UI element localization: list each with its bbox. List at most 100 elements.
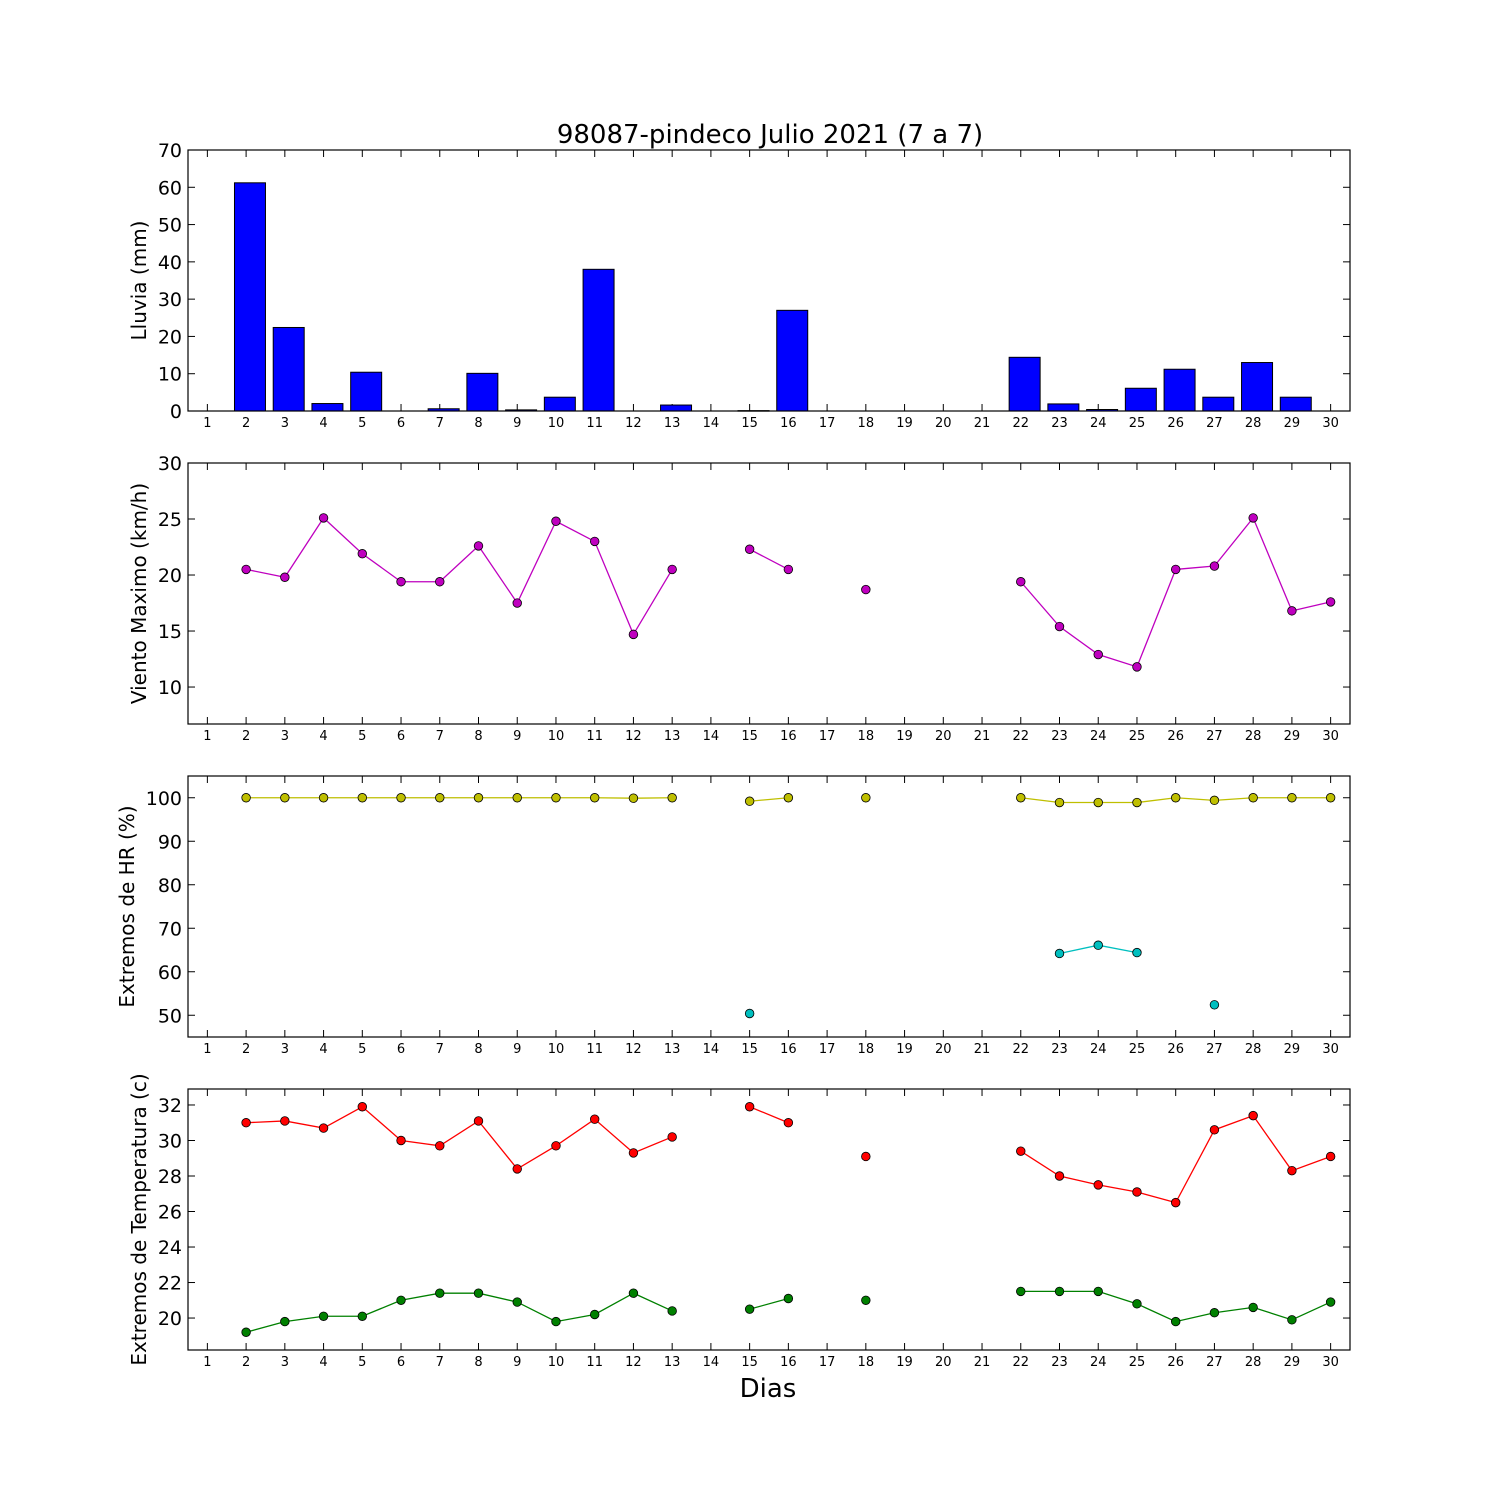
x-tick-label: 26 (1167, 416, 1184, 431)
x-tick-label: 6 (397, 729, 405, 744)
data-point (319, 1124, 328, 1133)
data-point (242, 1328, 251, 1337)
x-tick-label: 15 (741, 729, 758, 744)
x-tick-label: 30 (1322, 416, 1339, 431)
x-tick-label: 20 (935, 1355, 952, 1370)
data-point (629, 1289, 638, 1298)
data-point (668, 1307, 677, 1316)
x-tick-label: 24 (1090, 729, 1107, 744)
data-point (1249, 1303, 1258, 1312)
x-tick-label: 10 (548, 1355, 565, 1370)
data-point (474, 542, 483, 551)
bar (234, 183, 265, 411)
x-tick-label: 8 (474, 1042, 482, 1057)
data-point (1094, 1181, 1103, 1190)
data-point (1171, 1198, 1180, 1207)
x-tick-label: 4 (319, 1042, 327, 1057)
data-point (745, 1009, 754, 1018)
data-point (1055, 798, 1064, 807)
data-point (629, 794, 638, 803)
x-tick-label: 12 (625, 729, 642, 744)
x-tick-label: 20 (935, 416, 952, 431)
x-tick-label: 24 (1090, 416, 1107, 431)
x-tick-label: 29 (1284, 1042, 1301, 1057)
x-tick-label: 15 (741, 416, 758, 431)
series-line (246, 518, 672, 634)
data-point (552, 1317, 561, 1326)
x-tick-label: 13 (664, 1355, 681, 1370)
x-tick-label: 17 (819, 416, 836, 431)
y-tick-label: 90 (158, 831, 182, 853)
x-tick-label: 9 (513, 729, 521, 744)
data-point (629, 1149, 638, 1158)
data-point (513, 1298, 522, 1307)
x-tick-label: 11 (586, 729, 603, 744)
y-tick-label: 30 (158, 453, 182, 475)
x-tick-label: 18 (858, 729, 875, 744)
x-tick-label: 23 (1051, 416, 1068, 431)
data-point (668, 793, 677, 802)
x-tick-label: 8 (474, 1355, 482, 1370)
data-point (1171, 565, 1180, 574)
x-tick-label: 25 (1129, 416, 1146, 431)
bar (661, 405, 692, 411)
y-tick-label: 30 (158, 289, 182, 311)
data-point (242, 1118, 251, 1127)
data-point (1249, 793, 1258, 802)
x-tick-label: 7 (436, 1355, 444, 1370)
x-tick-label: 13 (664, 416, 681, 431)
data-point (1055, 1172, 1064, 1181)
plot-frame (188, 776, 1350, 1037)
data-point (590, 1310, 599, 1319)
bar (777, 310, 808, 411)
x-tick-label: 21 (974, 1355, 991, 1370)
bar (1009, 357, 1040, 411)
x-tick-label: 25 (1129, 1042, 1146, 1057)
data-point (1326, 793, 1335, 802)
data-point (1133, 798, 1142, 807)
data-point (1210, 1126, 1219, 1135)
x-tick-label: 27 (1206, 1042, 1223, 1057)
data-point (358, 793, 367, 802)
x-tick-label: 14 (703, 416, 720, 431)
x-tick-label: 10 (548, 729, 565, 744)
data-point (1016, 1287, 1025, 1296)
plot-frame (188, 463, 1350, 724)
data-point (745, 797, 754, 806)
x-tick-label: 27 (1206, 416, 1223, 431)
data-point (397, 793, 406, 802)
x-tick-label: 26 (1167, 1355, 1184, 1370)
data-point (1094, 650, 1103, 659)
x-tick-label: 22 (1012, 1355, 1029, 1370)
data-point (281, 573, 290, 582)
data-point (668, 565, 677, 574)
data-point (1326, 1152, 1335, 1161)
series-line (750, 1107, 789, 1123)
data-point (862, 585, 871, 594)
x-tick-label: 10 (548, 416, 565, 431)
x-tick-label: 22 (1012, 729, 1029, 744)
y-tick-label: 30 (158, 1130, 182, 1152)
data-point (1133, 663, 1142, 672)
x-tick-label: 27 (1206, 729, 1223, 744)
bar (312, 404, 343, 411)
x-tick-label: 8 (474, 416, 482, 431)
y-tick-label: 40 (158, 252, 182, 274)
x-tick-label: 2 (242, 729, 250, 744)
x-tick-label: 4 (319, 729, 327, 744)
data-point (552, 793, 561, 802)
data-point (1288, 793, 1297, 802)
y-tick-label: 32 (158, 1095, 182, 1117)
data-point (1171, 793, 1180, 802)
y-tick-label: 60 (158, 177, 182, 199)
data-point (281, 793, 290, 802)
x-tick-label: 23 (1051, 1355, 1068, 1370)
y-tick-label: 20 (158, 326, 182, 348)
x-tick-label: 3 (281, 1355, 289, 1370)
x-tick-label: 23 (1051, 729, 1068, 744)
x-tick-label: 12 (625, 1042, 642, 1057)
x-tick-label: 16 (780, 1355, 797, 1370)
data-point (1094, 1287, 1103, 1296)
x-tick-label: 22 (1012, 1042, 1029, 1057)
